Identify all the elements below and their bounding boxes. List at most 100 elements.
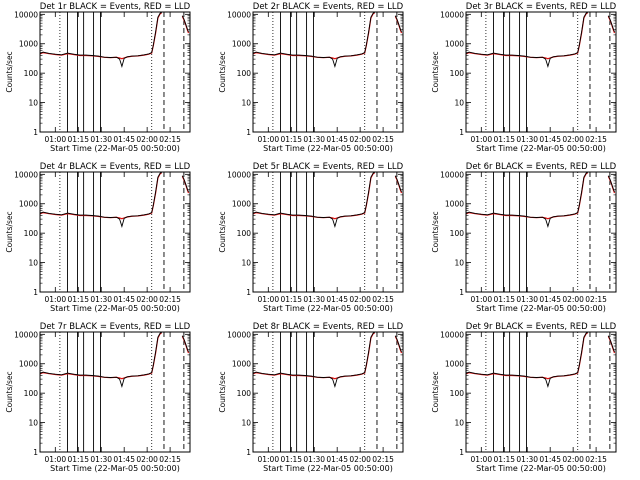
y-tick-label: 100 <box>237 69 252 78</box>
x-tick-label: 01:00 <box>44 455 66 464</box>
y-tick-label: 10 <box>241 419 251 428</box>
y-tick-label: 10000 <box>440 10 464 19</box>
plot-frame <box>465 171 617 293</box>
panel-title: Det 1r BLACK = Events, RED = LLD <box>40 2 191 12</box>
detector-panel-9: Det 9r BLACK = Events, RED = LLD 1 10 100 10… <box>431 322 617 473</box>
x-tick-label: 01:45 <box>539 455 561 464</box>
x-tick-label: 01:45 <box>326 295 348 304</box>
x-tick-label: 02:00 <box>136 455 158 464</box>
detector-panel-4: Det 4r BLACK = Events, RED = LLD 1 10 100 10… <box>5 162 191 313</box>
x-tick-label: 01:30 <box>90 455 112 464</box>
y-tick-label: 10000 <box>14 330 38 339</box>
y-tick-label: 1000 <box>19 40 38 49</box>
events-series-line-tail <box>181 175 189 193</box>
events-series-line <box>40 12 162 68</box>
detector-panel-1: Det 1r BLACK = Events, RED = LLD 1 10 100 10… <box>5 2 191 153</box>
plot-frame <box>465 331 617 453</box>
x-tick-label: 01:45 <box>113 295 135 304</box>
events-series-line <box>253 332 375 388</box>
y-tick-label: 1000 <box>19 200 38 209</box>
plot-frame <box>39 171 191 293</box>
events-series-line <box>466 12 588 68</box>
y-tick-label: 10000 <box>227 170 251 179</box>
events-series-line <box>40 172 162 228</box>
y-tick-label: 1 <box>246 448 251 457</box>
y-tick-label: 1 <box>459 448 464 457</box>
events-series-line <box>466 172 588 228</box>
y-axis-label: Counts/sec <box>431 211 440 252</box>
plot-area <box>466 172 616 292</box>
x-tick-label: 01:45 <box>113 135 135 144</box>
plot-frame <box>252 11 404 133</box>
panel-title: Det 8r BLACK = Events, RED = LLD <box>253 322 404 332</box>
x-tick-label: 01:45 <box>326 135 348 144</box>
detector-panel-7: Det 7r BLACK = Events, RED = LLD 1 10 100 10… <box>5 322 191 473</box>
y-tick-label: 1000 <box>445 200 464 209</box>
y-tick-label: 10000 <box>14 10 38 19</box>
panel-title: Det 4r BLACK = Events, RED = LLD <box>40 162 191 172</box>
detector-panel-2: Det 2r BLACK = Events, RED = LLD 1 10 100 10… <box>218 2 404 153</box>
x-tick-label: 01:15 <box>67 295 89 304</box>
y-tick-label: 10 <box>454 259 464 268</box>
x-tick-label: 01:30 <box>516 295 538 304</box>
panel-title: Det 7r BLACK = Events, RED = LLD <box>40 322 191 332</box>
detector-panel-3: Det 3r BLACK = Events, RED = LLD 1 10 100 10… <box>431 2 617 153</box>
plot-area <box>253 12 403 132</box>
panel-title: Det 2r BLACK = Events, RED = LLD <box>253 2 404 12</box>
plot-area <box>40 172 190 292</box>
events-series-line-tail <box>607 15 615 33</box>
x-tick-label: 01:15 <box>67 455 89 464</box>
x-tick-label: 02:00 <box>562 455 584 464</box>
y-tick-label: 100 <box>237 389 252 398</box>
x-tick-label: 02:00 <box>562 135 584 144</box>
y-tick-label: 100 <box>24 389 39 398</box>
y-axis-label: Counts/sec <box>218 211 227 252</box>
panel-title: Det 3r BLACK = Events, RED = LLD <box>466 2 617 12</box>
y-axis-label: Counts/sec <box>431 51 440 92</box>
x-tick-label: 02:15 <box>372 295 394 304</box>
y-tick-label: 1 <box>459 128 464 137</box>
x-tick-label: 01:00 <box>257 455 279 464</box>
y-tick-label: 10 <box>241 99 251 108</box>
x-tick-label: 02:00 <box>562 295 584 304</box>
y-tick-label: 100 <box>24 229 39 238</box>
x-tick-label: 01:15 <box>67 135 89 144</box>
y-tick-label: 1000 <box>19 360 38 369</box>
y-tick-label: 1 <box>33 448 38 457</box>
x-tick-label: 01:00 <box>44 135 66 144</box>
events-series-line-tail <box>181 335 189 353</box>
x-axis-label: Start Time (22-Mar-05 00:50:00) <box>263 304 393 313</box>
y-tick-label: 10 <box>28 419 38 428</box>
x-tick-label: 02:15 <box>585 135 607 144</box>
x-tick-label: 01:30 <box>303 135 325 144</box>
x-tick-label: 02:15 <box>372 455 394 464</box>
plot-frame <box>252 171 404 293</box>
x-axis-label: Start Time (22-Mar-05 00:50:00) <box>263 464 393 473</box>
y-axis-label: Counts/sec <box>5 371 14 412</box>
x-axis-label: Start Time (22-Mar-05 00:50:00) <box>476 464 606 473</box>
y-tick-label: 10 <box>28 259 38 268</box>
y-tick-label: 1 <box>246 288 251 297</box>
x-tick-label: 01:15 <box>280 295 302 304</box>
x-tick-label: 01:45 <box>326 455 348 464</box>
events-series-line-tail <box>394 175 402 193</box>
panel-title: Det 9r BLACK = Events, RED = LLD <box>466 322 617 332</box>
x-tick-label: 02:00 <box>349 135 371 144</box>
x-tick-label: 02:15 <box>159 295 181 304</box>
x-tick-label: 01:00 <box>470 455 492 464</box>
y-tick-label: 100 <box>450 229 465 238</box>
x-axis-label: Start Time (22-Mar-05 00:50:00) <box>50 144 180 153</box>
detector-panel-8: Det 8r BLACK = Events, RED = LLD 1 10 100 10… <box>218 322 404 473</box>
events-series-line-tail <box>607 335 615 353</box>
x-axis-label: Start Time (22-Mar-05 00:50:00) <box>476 144 606 153</box>
y-tick-label: 1 <box>33 128 38 137</box>
x-tick-label: 01:45 <box>539 135 561 144</box>
events-series-line-tail <box>394 15 402 33</box>
y-tick-label: 10 <box>454 99 464 108</box>
x-tick-label: 01:45 <box>113 455 135 464</box>
detector-panel-6: Det 6r BLACK = Events, RED = LLD 1 10 100 10… <box>431 162 617 313</box>
plot-area <box>40 332 190 452</box>
y-tick-label: 10 <box>241 259 251 268</box>
x-tick-label: 02:15 <box>159 135 181 144</box>
